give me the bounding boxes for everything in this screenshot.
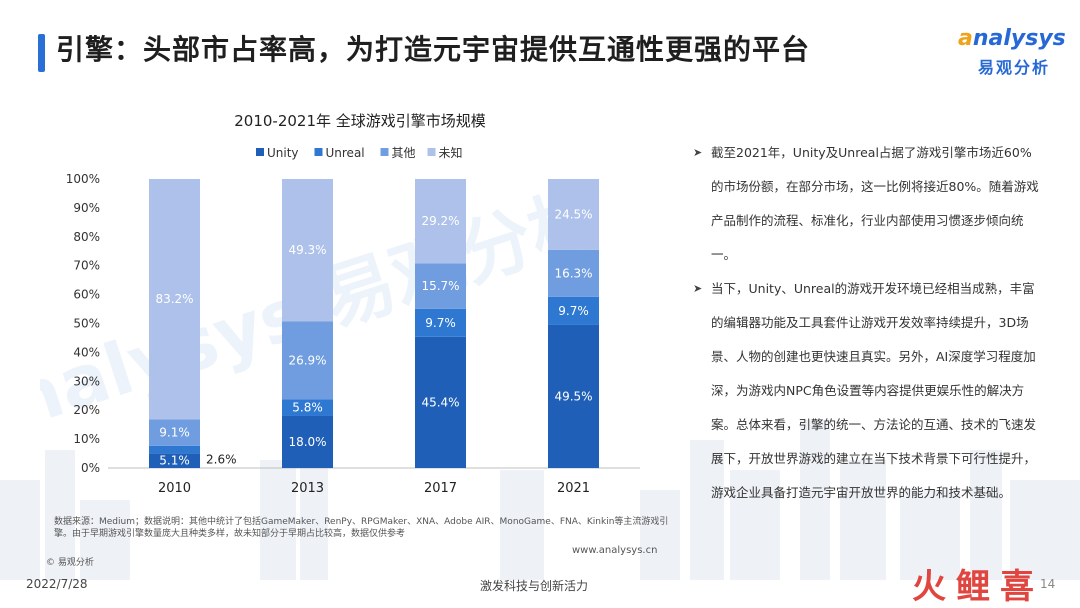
x-tick-label: 2013 bbox=[291, 481, 324, 496]
data-label: 26.9% bbox=[288, 353, 326, 367]
x-tick-label: 2017 bbox=[424, 481, 457, 496]
bar-segment bbox=[282, 179, 333, 322]
footer-slogan: 激发科技与创新活力 bbox=[480, 579, 589, 593]
x-tick-label: 2021 bbox=[557, 481, 590, 496]
bar-segment bbox=[548, 179, 599, 250]
data-label: 5.8% bbox=[292, 401, 323, 415]
data-label: 5.1% bbox=[159, 454, 190, 468]
page-title: 引擎：头部市占率高，为打造元宇宙提供互通性更强的平台 bbox=[56, 33, 811, 66]
legend-swatch bbox=[427, 148, 436, 156]
y-tick-label: 50% bbox=[73, 317, 100, 331]
bar-segment bbox=[548, 296, 599, 325]
bar-segment bbox=[415, 308, 466, 337]
legend-swatch bbox=[256, 148, 264, 156]
arrow-bullet-icon: ➤ bbox=[693, 146, 703, 159]
data-label: 2.6% bbox=[206, 453, 237, 467]
data-label: 9.7% bbox=[425, 316, 456, 330]
note-item: ➤ 当下，Unity、Unreal的游戏开发环境已经相当成熟，丰富的编辑器功能及… bbox=[693, 272, 1043, 510]
y-tick-label: 0% bbox=[81, 461, 100, 475]
city-skyline-background bbox=[0, 420, 1080, 580]
legend-label: 其他 bbox=[392, 146, 416, 160]
note-text: 截至2021年，Unity及Unreal占据了游戏引擎市场近60%的市场份额，在… bbox=[711, 145, 1039, 262]
note-text: 当下，Unity、Unreal的游戏开发环境已经相当成熟，丰富的编辑器功能及工具… bbox=[711, 281, 1037, 500]
bar-segment bbox=[282, 415, 333, 468]
data-label: 16.3% bbox=[554, 266, 592, 280]
legend-label: 未知 bbox=[439, 146, 463, 160]
legend-label: Unity bbox=[267, 146, 299, 160]
arrow-bullet-icon: ➤ bbox=[693, 282, 703, 295]
bar-segment bbox=[282, 321, 333, 400]
data-label: 49.5% bbox=[554, 389, 592, 403]
data-label: 9.7% bbox=[558, 304, 589, 318]
y-tick-label: 40% bbox=[73, 345, 100, 359]
copyright: © 易观分析 bbox=[46, 558, 94, 568]
logo-wordmark: analysys bbox=[958, 26, 1066, 51]
svg-text:喜: 喜 bbox=[1000, 567, 1034, 606]
legend-swatch bbox=[314, 148, 323, 156]
bar-segment bbox=[415, 336, 466, 468]
bar-segment bbox=[415, 179, 466, 264]
svg-text:火: 火 bbox=[912, 567, 946, 606]
y-tick-label: 100% bbox=[66, 172, 100, 186]
data-label: 9.1% bbox=[159, 426, 190, 440]
y-tick-label: 20% bbox=[73, 403, 100, 417]
note-item: ➤ 截至2021年，Unity及Unreal占据了游戏引擎市场近60%的市场份额… bbox=[693, 136, 1043, 272]
y-tick-label: 30% bbox=[73, 374, 100, 388]
analysys-logo: analysys 易观分析 bbox=[948, 24, 1066, 80]
website-url[interactable]: www.analysys.cn bbox=[572, 545, 658, 556]
legend-label: Unreal bbox=[326, 146, 365, 160]
chart-title: 2010-2021年 全球游戏引擎市场规模 bbox=[234, 112, 486, 130]
data-label: 18.0% bbox=[288, 435, 326, 449]
bar-segment bbox=[149, 453, 200, 468]
legend-swatch bbox=[380, 148, 389, 156]
bar-segment bbox=[282, 399, 333, 416]
x-tick-label: 2010 bbox=[158, 481, 191, 496]
y-tick-label: 10% bbox=[73, 432, 100, 446]
brand-stamp-logo: 火 鲤 喜 bbox=[912, 567, 1034, 606]
title-accent-bar bbox=[38, 34, 45, 72]
data-label: 45.4% bbox=[421, 395, 459, 409]
data-source-note: 数据来源：Medium；数据说明：其他中统计了包括GameMaker、RenPy… bbox=[54, 517, 669, 539]
data-label: 29.2% bbox=[421, 214, 459, 228]
bar-segment bbox=[149, 445, 200, 454]
y-tick-label: 90% bbox=[73, 201, 100, 215]
logo-chinese: 易观分析 bbox=[978, 58, 1051, 77]
data-label: 83.2% bbox=[155, 292, 193, 306]
y-tick-label: 70% bbox=[73, 259, 100, 273]
bar-segment bbox=[149, 419, 200, 446]
bar-segment bbox=[548, 324, 599, 468]
bar-segment bbox=[548, 249, 599, 297]
y-tick-label: 60% bbox=[73, 288, 100, 302]
page-number: 14 bbox=[1040, 577, 1056, 591]
notes-panel: ➤ 截至2021年，Unity及Unreal占据了游戏引擎市场近60%的市场份额… bbox=[693, 136, 1043, 510]
bar-segment bbox=[149, 179, 200, 420]
svg-text:鲤: 鲤 bbox=[956, 567, 990, 606]
data-label: 49.3% bbox=[288, 243, 326, 257]
data-label: 24.5% bbox=[554, 207, 592, 221]
data-label: 15.7% bbox=[421, 279, 459, 293]
y-tick-label: 80% bbox=[73, 230, 100, 244]
footer-date: 2022/7/28 bbox=[26, 577, 88, 591]
bar-segment bbox=[415, 263, 466, 309]
